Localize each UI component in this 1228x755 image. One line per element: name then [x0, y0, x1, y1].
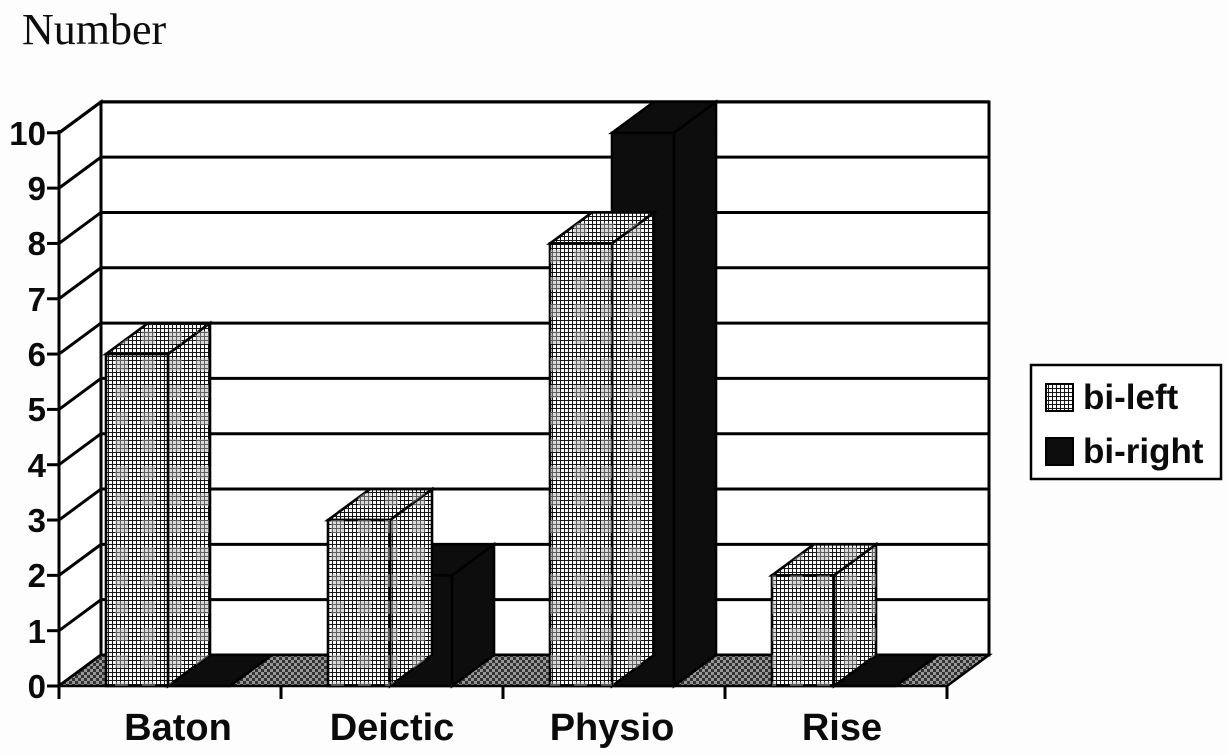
y-tick-label-9: 9: [28, 170, 46, 207]
sidewall-gridline-10: [58, 100, 102, 135]
y-tick-label-7: 7: [28, 281, 46, 318]
y-tick-label-1: 1: [28, 613, 46, 650]
legend-swatch-bi-right: [1045, 437, 1074, 466]
sidewall-gridline-1: [58, 598, 102, 632]
legend-label-bi-left: bi-left: [1083, 378, 1179, 417]
sidewall-gridline-5: [58, 377, 102, 411]
scan-shade-overlay: [390, 489, 432, 686]
scan-shade-overlay: [106, 323, 210, 355]
legend-label-bi-right: bi-right: [1083, 432, 1204, 471]
y-tick-label-2: 2: [28, 557, 46, 594]
sidewall-gridline-4: [58, 432, 102, 466]
scan-shade-overlay: [834, 544, 876, 686]
scan-shade-overlay: [328, 489, 432, 521]
x-category-label-baton: Baton: [124, 707, 232, 749]
scan-shade-overlay: [328, 520, 390, 686]
x-category-label-physio: Physio: [550, 707, 675, 749]
y-tick-label-3: 3: [28, 502, 46, 539]
sidewall-gridline-3: [58, 487, 102, 522]
y-tick-label-4: 4: [28, 447, 47, 484]
y-tick-label-6: 6: [28, 336, 46, 373]
bars: [102, 99, 942, 689]
y-tick-label-0: 0: [28, 668, 46, 705]
sidewall-gridline-8: [58, 211, 102, 245]
scan-shade-overlay: [168, 323, 210, 686]
sidewall-gridline-6: [58, 321, 102, 356]
sidewall-gridline-2: [58, 543, 102, 577]
scan-shade-overlay: [550, 243, 612, 686]
legend: bi-left bi-right: [1029, 363, 1223, 481]
bar-bi-left-physio: [546, 209, 658, 689]
y-tick-label-10: 10: [9, 115, 46, 152]
sidewall-gridline-7: [58, 266, 102, 300]
x-category-label-deictic: Deictic: [330, 707, 455, 749]
scan-shade-overlay: [106, 354, 168, 686]
y-tick-label-8: 8: [28, 225, 46, 262]
y-axis-title: Number: [22, 5, 167, 54]
scan-shade-overlay: [612, 212, 654, 686]
scan-shade-overlay: [772, 544, 876, 576]
bar-bi-left-baton: [102, 320, 214, 689]
bar-bi-left-deictic: [324, 486, 436, 689]
sidewall-gridline-9: [58, 155, 102, 190]
scan-shade-overlay: [772, 575, 834, 686]
scan-shade-overlay: [550, 212, 654, 244]
y-tick-label-5: 5: [28, 391, 46, 428]
bar-bi-left-rise: [768, 541, 880, 689]
x-category-label-rise: Rise: [802, 707, 882, 749]
side-face: [672, 99, 718, 689]
legend-swatch-bi-left: [1045, 383, 1074, 412]
